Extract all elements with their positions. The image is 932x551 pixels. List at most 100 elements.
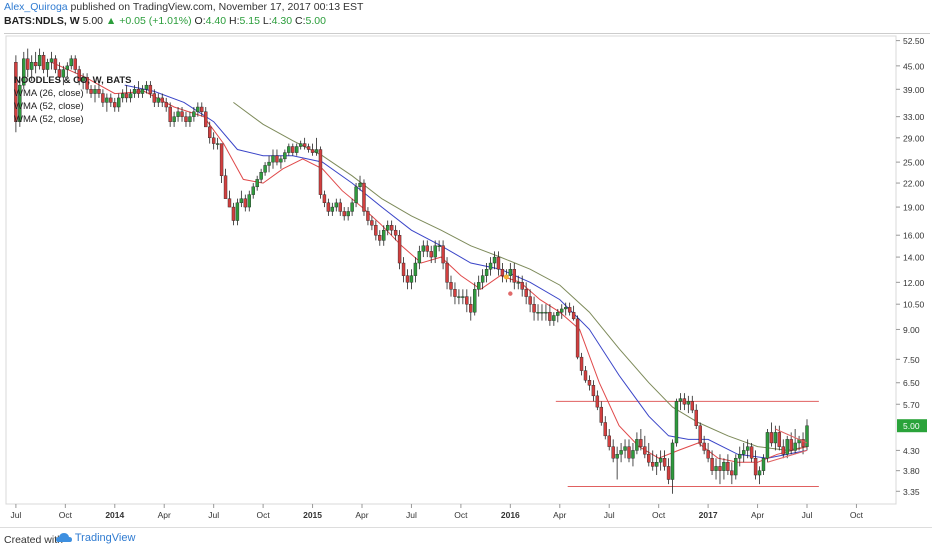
last-price-label: 5.00 [903,421,920,431]
candle-body [567,307,572,313]
last-price-tag [897,419,927,433]
candle-body [496,256,501,270]
candle-body [295,146,299,153]
y-tick-label: 3.35 [903,487,920,497]
candle-body [338,202,342,212]
candle-body [465,296,469,305]
candle-body [378,235,382,241]
wma26-line [51,61,808,463]
candle-body [631,450,635,459]
candle-body [318,149,323,195]
candle-body [401,262,406,276]
candle-body [730,470,734,476]
x-tick-label: Oct [652,510,666,520]
x-tick-label: Apr [355,510,368,520]
chart-frame[interactable]: 52.50 45.00 39.00 33.00 29.00 25.00 22.00 19.00… [4,33,930,522]
candle-body [405,275,410,283]
candle-body [219,143,224,176]
candle-body [591,385,596,397]
candle-body [93,89,97,94]
open-value: 4.40 [205,15,227,27]
author-link[interactable]: Alex_Quiroga [4,1,68,13]
candle-body [382,229,386,241]
candle-body [156,97,160,103]
candle-body [196,106,200,112]
candle-body [346,211,350,217]
candle-body [227,198,232,208]
candle-body [500,269,505,276]
candle-body [302,143,307,147]
candle-body [180,111,184,117]
tradingview-brand[interactable]: TradingView [56,532,135,544]
candle-body [457,296,461,298]
candle-body [208,126,212,139]
candle-body [291,146,295,153]
candle-body [651,462,655,467]
x-tick-label: Jul [406,510,417,520]
publish-line: Alex_Quiroga published on TradingView.co… [4,0,363,14]
candle-body [409,275,414,283]
candle-body [706,450,710,459]
candle-body [666,466,671,480]
wma52-olive-line [233,101,808,451]
candle-body [429,251,433,258]
candle-body [105,97,109,103]
candle-body [18,84,22,122]
candle-body [639,439,643,447]
candle-body [77,69,81,82]
candle-body [647,454,651,463]
x-tick-label: Jul [208,510,219,520]
candle-body [480,275,485,283]
legend-title: NOODLES & CO, W, BATS [14,75,132,86]
y-tick-label: 5.70 [903,400,920,410]
published-text: published on TradingView.com, November 1… [70,1,364,13]
symbol: BATS:NDLS, W [4,15,80,27]
candle-body [113,102,117,108]
legend-wma52-a[interactable]: WMA (52, close) [14,101,84,112]
candle-body [492,256,497,264]
candle-body [785,439,789,455]
candle-body [81,76,85,82]
legend-wma52-b[interactable]: WMA (52, close) [14,114,84,125]
candle-body [251,186,255,195]
legend-wma26[interactable]: WMA (26, close) [14,88,84,99]
candle-body [773,432,778,444]
candle-body [374,225,378,236]
candle-body [73,58,77,70]
quote-line: BATS:NDLS, W 5.00 ▲ +0.05 (+1.01%) O:4.4… [4,14,363,28]
candle-body [267,161,271,166]
candle-body [544,311,548,314]
x-tick-label: Jul [802,510,813,520]
candle-body [330,206,335,212]
x-tick-label: Oct [256,510,270,520]
price-chart[interactable]: 52.50 45.00 39.00 33.00 29.00 25.00 22.00 19.00… [4,34,930,522]
x-tick-label: 2016 [501,510,520,520]
candle-body [326,202,331,212]
candle-body [508,269,513,276]
y-tick-label: 7.50 [903,355,920,365]
candle-body [342,211,346,217]
x-tick-label: Jul [10,510,21,520]
candle-body [109,97,113,103]
event-marker-earnings [508,291,513,296]
last-price: 5.00 [82,15,103,27]
candle-body [362,182,366,212]
candle-body [358,182,362,188]
candle-body [726,462,730,471]
tradingview-cloud-icon [56,533,72,543]
candle-body [658,458,663,463]
x-tick-label: Apr [751,510,764,520]
y-tick-label: 25.00 [903,158,925,168]
candle-body [223,175,228,199]
candle-body [670,442,675,480]
candle-body [386,225,390,231]
candle-body [172,116,176,122]
candle-body [571,311,576,320]
price-change: ▲ +0.05 (+1.01%) [105,15,192,27]
y-tick-label: 16.00 [903,231,925,241]
candle-body [548,311,552,321]
candle-body [14,62,18,122]
candle-body [441,245,445,264]
candle-body [453,289,457,297]
candle-body [61,69,66,78]
